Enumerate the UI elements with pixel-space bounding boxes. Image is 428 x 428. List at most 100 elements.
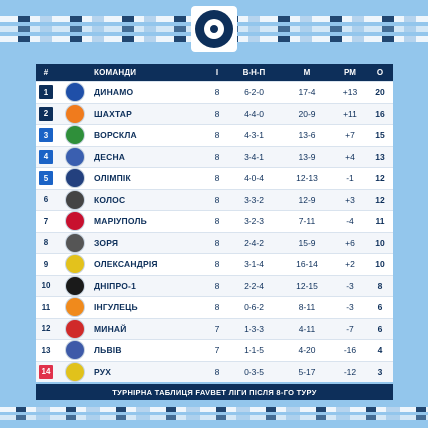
position-cell: 12: [36, 322, 56, 336]
win-draw-loss: 2-2-4: [244, 280, 264, 291]
position-cell: 6: [36, 193, 56, 207]
crest-cell: [56, 103, 94, 124]
games-played: 8: [214, 302, 220, 313]
position-cell: 13: [36, 343, 56, 357]
position-badge: 3: [39, 128, 53, 143]
team-name: ДНІПРО-1: [94, 280, 136, 291]
table-row: 4 ДЕСНА 8 3-4-1 13-9 +4 13: [36, 145, 393, 167]
inhulets-crest-icon: [65, 297, 85, 318]
table-row: 7 МАРІУПОЛЬ 8 3-2-3 7-11 -4 11: [36, 210, 393, 232]
football-icon: [204, 19, 224, 39]
team-name: ШАХТАР: [94, 108, 133, 119]
games-played: 8: [214, 366, 220, 377]
vorskla-crest-icon: [65, 125, 85, 146]
position-badge: 14: [39, 364, 53, 379]
crest-cell: [56, 211, 94, 232]
goals: 4-11: [298, 323, 316, 334]
goal-difference: -4: [346, 216, 354, 227]
bottom-decorative-band: [0, 404, 428, 422]
points: 6: [377, 323, 383, 334]
position-cell: 14: [36, 364, 56, 379]
points: 8: [377, 280, 383, 291]
table-row: 13 ЛЬВІВ 7 1-1-5 4-20 -16 4: [36, 339, 393, 361]
table-row: 11 ІНГУЛЕЦЬ 8 0-6-2 8-11 -3 6: [36, 296, 393, 318]
points: 11: [375, 216, 385, 227]
win-draw-loss: 3-1-4: [244, 259, 264, 270]
table-row: 2 ШАХТАР 8 4-4-0 20-9 +11 16: [36, 102, 393, 124]
goal-difference: +11: [343, 108, 357, 119]
position-cell: 1: [36, 85, 56, 100]
crest-cell: [56, 297, 94, 318]
goal-difference: +6: [345, 237, 355, 248]
shakhtar-crest-icon: [65, 103, 85, 124]
position-cell: 10: [36, 279, 56, 293]
olimpik-crest-icon: [65, 168, 85, 189]
win-draw-loss: 4-3-1: [244, 130, 264, 141]
crest-cell: [56, 232, 94, 253]
team-name: ЗОРЯ: [94, 237, 119, 248]
header-games: І: [215, 68, 219, 77]
team-name: ДИНАМО: [94, 87, 134, 98]
goals: 16-14: [296, 259, 318, 270]
points: 3: [377, 366, 383, 377]
position-badge: 8: [43, 238, 49, 248]
win-draw-loss: 0-3-5: [244, 366, 264, 377]
crest-cell: [56, 340, 94, 361]
table-caption: ТУРНІРНА ТАБЛИЦЯ FAVBET ЛІГИ ПІСЛЯ 8-ГО …: [36, 384, 393, 400]
league-logo: [191, 6, 237, 52]
win-draw-loss: 0-6-2: [244, 302, 264, 313]
games-played: 8: [214, 130, 220, 141]
goals: 20-9: [298, 108, 316, 119]
goal-difference: +7: [345, 130, 355, 141]
points: 10: [375, 237, 385, 248]
games-played: 8: [214, 216, 220, 227]
points: 12: [375, 173, 385, 184]
position-badge: 4: [39, 149, 53, 164]
position-cell: 7: [36, 214, 56, 228]
table-row: 8 ЗОРЯ 8 2-4-2 15-9 +6 10: [36, 231, 393, 253]
crest-cell: [56, 82, 94, 103]
position-badge: 2: [39, 106, 53, 121]
crest-cell: [56, 189, 94, 210]
table-row: 14 РУХ 8 0-3-5 5-17 -12 3: [36, 360, 393, 382]
team-name: ДЕСНА: [94, 151, 126, 162]
position-badge: 1: [39, 85, 53, 100]
lviv-crest-icon: [65, 340, 85, 361]
table-row: 1 ДИНАМО 8 6-2-0 17-4 +13 20: [36, 81, 393, 103]
logo-ring-icon: [195, 10, 233, 48]
table-row: 5 ОЛІМПІК 8 4-0-4 12-13 -1 12: [36, 167, 393, 189]
table-header: # КОМАНДИ І В-Н-П М РМ О: [36, 64, 393, 81]
position-badge: 6: [43, 195, 49, 205]
table-row: 10 ДНІПРО-1 8 2-2-4 12-15 -3 8: [36, 274, 393, 296]
win-draw-loss: 1-3-3: [244, 323, 264, 334]
oleksandriya-crest-icon: [65, 254, 85, 275]
goals: 17-4: [298, 87, 316, 98]
win-draw-loss: 6-2-0: [244, 87, 264, 98]
win-draw-loss: 3-4-1: [244, 151, 264, 162]
header-points: О: [376, 68, 384, 77]
win-draw-loss: 1-1-5: [244, 345, 264, 356]
goal-difference: -3: [346, 302, 354, 313]
position-badge: 11: [41, 302, 51, 312]
goals: 5-17: [298, 366, 316, 377]
goal-difference: +4: [345, 151, 355, 162]
goals: 12-13: [296, 173, 318, 184]
goal-difference: -7: [346, 323, 354, 334]
team-name: КОЛОС: [94, 194, 126, 205]
crest-cell: [56, 146, 94, 167]
goal-difference: -1: [346, 173, 354, 184]
header-pos: #: [43, 68, 49, 77]
position-badge: 12: [41, 324, 51, 334]
points: 4: [377, 345, 383, 356]
position-cell: 9: [36, 257, 56, 271]
dnipro1-crest-icon: [65, 275, 85, 296]
team-name: ЛЬВІВ: [94, 345, 122, 356]
mariupol-crest-icon: [65, 211, 85, 232]
crest-cell: [56, 254, 94, 275]
table-body: 1 ДИНАМО 8 6-2-0 17-4 +13 20 2 ШАХТАР 8 4-4-0 20-9 +…: [36, 81, 393, 382]
team-name: ВОРСКЛА: [94, 130, 137, 141]
table-row: 3 ВОРСКЛА 8 4-3-1 13-6 +7 15: [36, 124, 393, 146]
crest-cell: [56, 168, 94, 189]
points: 15: [375, 130, 385, 141]
games-played: 8: [214, 108, 220, 119]
